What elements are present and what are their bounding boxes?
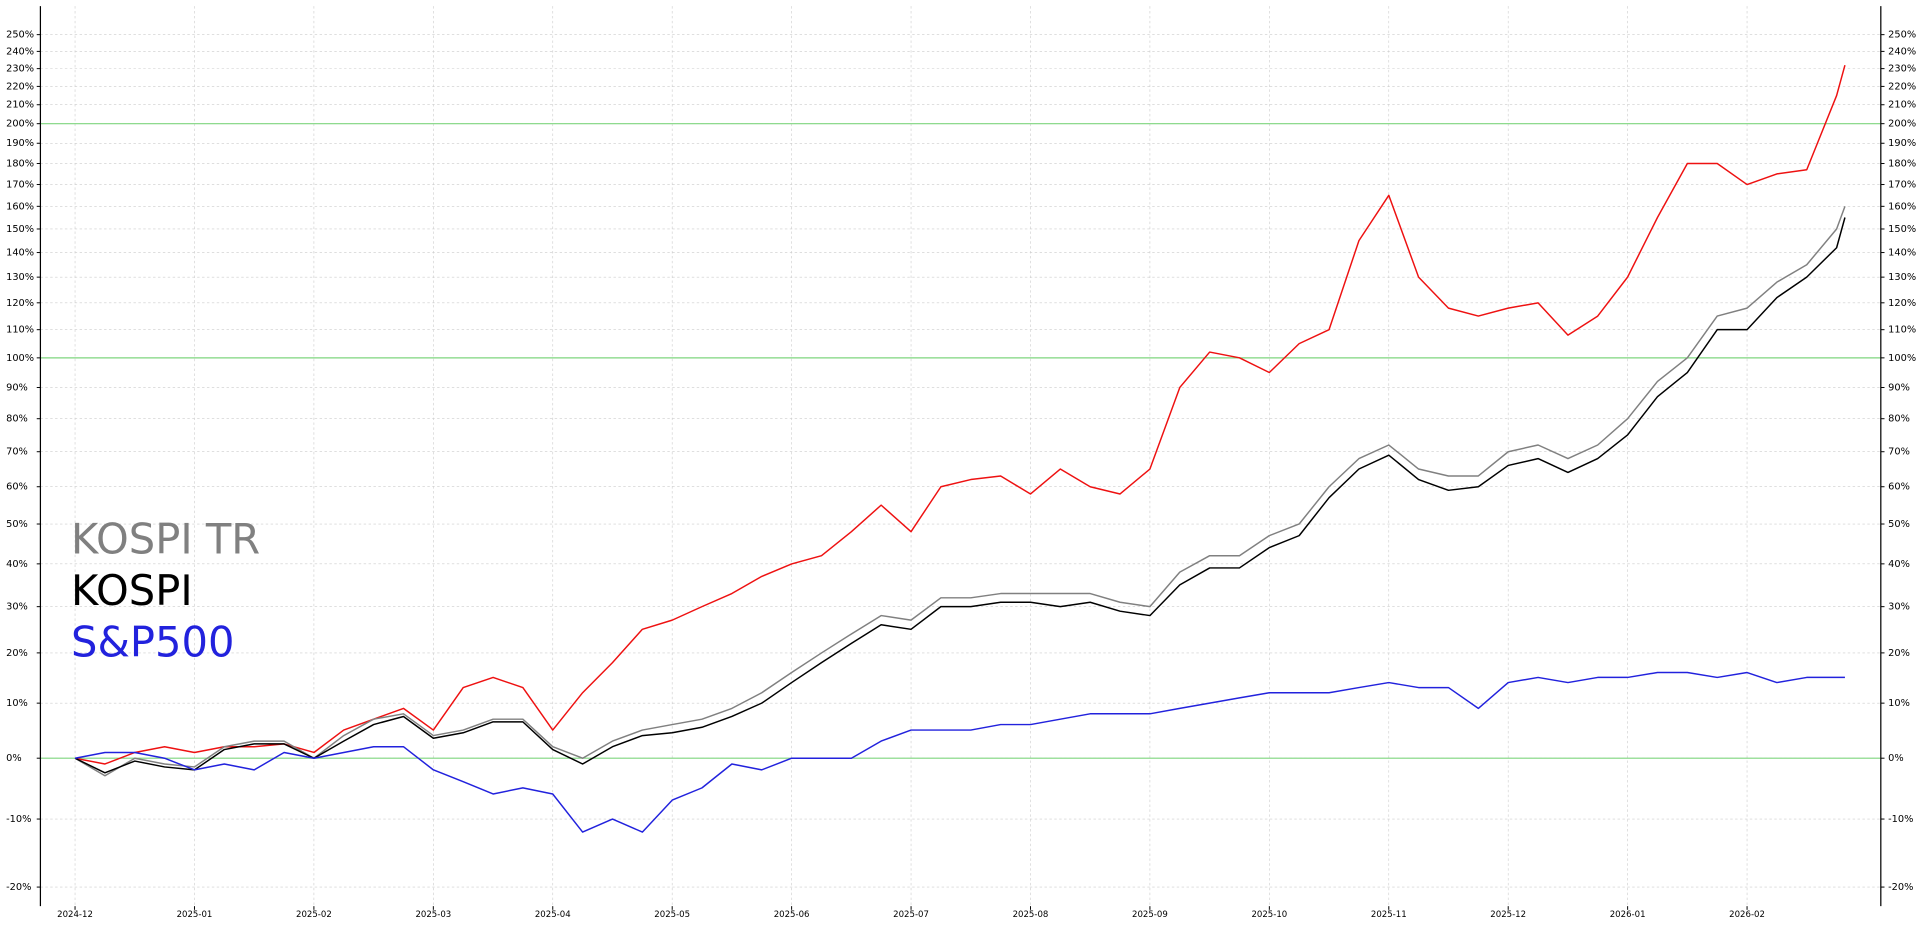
y-tick-label-right: 10%: [1888, 698, 1910, 709]
y-tick-label: 150%: [6, 224, 34, 235]
x-tick-label: 2025-06: [774, 910, 810, 920]
series-line: [74, 217, 1846, 774]
y-tick-label-right: 170%: [1888, 180, 1916, 191]
y-tick-label-right: 90%: [1888, 382, 1910, 393]
y-tick-label: 220%: [6, 81, 34, 92]
y-tick-label-right: 200%: [1888, 119, 1916, 130]
y-tick-label: -20%: [6, 882, 31, 893]
y-tick-label-right: 40%: [1888, 559, 1910, 570]
x-tick-label: 2025-04: [535, 910, 571, 920]
y-tick-label-right: 0%: [1888, 753, 1904, 764]
x-tick-label: 2025-01: [177, 910, 213, 920]
y-tick-label-right: 80%: [1888, 414, 1910, 425]
y-tick-label-right: 30%: [1888, 602, 1910, 613]
x-tick-label: 2025-11: [1371, 910, 1407, 920]
x-tick-label: 2025-02: [296, 910, 332, 920]
y-tick-label: 30%: [6, 602, 28, 613]
y-tick-label: 180%: [6, 159, 34, 170]
y-tick-label-right: 50%: [1888, 519, 1910, 530]
x-tick-label: 2025-07: [893, 910, 929, 920]
x-tick-label: 2024-12: [57, 910, 93, 920]
y-tick-label: 160%: [6, 201, 34, 212]
y-tick-label-right: -10%: [1888, 814, 1913, 825]
y-tick-label-right: 220%: [1888, 81, 1916, 92]
y-tick-label: 200%: [6, 119, 34, 130]
y-tick-label: 60%: [6, 482, 28, 493]
y-tick-label-right: 120%: [1888, 298, 1916, 309]
y-tick-label-right: 130%: [1888, 272, 1916, 283]
y-tick-label-right: 210%: [1888, 100, 1916, 111]
x-tick-label: 2025-10: [1251, 910, 1287, 920]
y-tick-label-right: 110%: [1888, 325, 1916, 336]
x-tick-label: 2026-01: [1610, 910, 1646, 920]
x-tick-label: 2025-05: [654, 910, 690, 920]
y-tick-label-right: 230%: [1888, 64, 1916, 75]
y-tick-label: 130%: [6, 272, 34, 283]
y-tick-label: 10%: [6, 698, 28, 709]
y-tick-label-right: 240%: [1888, 46, 1916, 57]
x-tick-label: 2025-08: [1013, 910, 1049, 920]
y-tick-label: 240%: [6, 46, 34, 57]
y-tick-label-right: 140%: [1888, 248, 1916, 259]
series-line: [74, 64, 1846, 765]
legend-label: S&P500: [71, 617, 234, 666]
y-tick-label-right: 250%: [1888, 30, 1916, 41]
y-tick-label: 50%: [6, 519, 28, 530]
x-tick-label: 2025-03: [415, 910, 451, 920]
legend-label: KOSPI: [71, 566, 193, 615]
x-tick-label: 2025-09: [1132, 910, 1168, 920]
y-tick-label: 190%: [6, 138, 34, 149]
x-tick-label: 2026-02: [1729, 910, 1765, 920]
x-tick-label: 2025-12: [1490, 910, 1526, 920]
y-tick-label-right: 70%: [1888, 447, 1910, 458]
y-tick-label: 40%: [6, 559, 28, 570]
legend-label: KOSPI TR: [71, 514, 260, 563]
series-line: [74, 206, 1846, 777]
y-tick-label: 120%: [6, 298, 34, 309]
y-tick-label-right: 190%: [1888, 138, 1916, 149]
y-tick-label: 70%: [6, 447, 28, 458]
y-tick-label: 0%: [6, 753, 22, 764]
y-tick-label-right: 160%: [1888, 201, 1916, 212]
y-tick-label: 140%: [6, 248, 34, 259]
y-tick-label: 20%: [6, 648, 28, 659]
y-tick-label-right: 150%: [1888, 224, 1916, 235]
y-tick-label: -10%: [6, 814, 31, 825]
y-tick-label-right: -20%: [1888, 882, 1913, 893]
y-tick-label: 90%: [6, 382, 28, 393]
y-tick-label: 170%: [6, 180, 34, 191]
series-line: [74, 671, 1845, 833]
y-tick-label-right: 100%: [1888, 353, 1916, 364]
y-tick-label: 100%: [6, 353, 34, 364]
y-tick-label-right: 20%: [1888, 648, 1910, 659]
y-tick-label: 80%: [6, 414, 28, 425]
y-tick-label: 250%: [6, 30, 34, 41]
y-tick-label: 230%: [6, 64, 34, 75]
y-tick-label-right: 60%: [1888, 482, 1910, 493]
y-tick-label-right: 180%: [1888, 159, 1916, 170]
y-tick-label: 110%: [6, 325, 34, 336]
y-tick-label: 210%: [6, 100, 34, 111]
